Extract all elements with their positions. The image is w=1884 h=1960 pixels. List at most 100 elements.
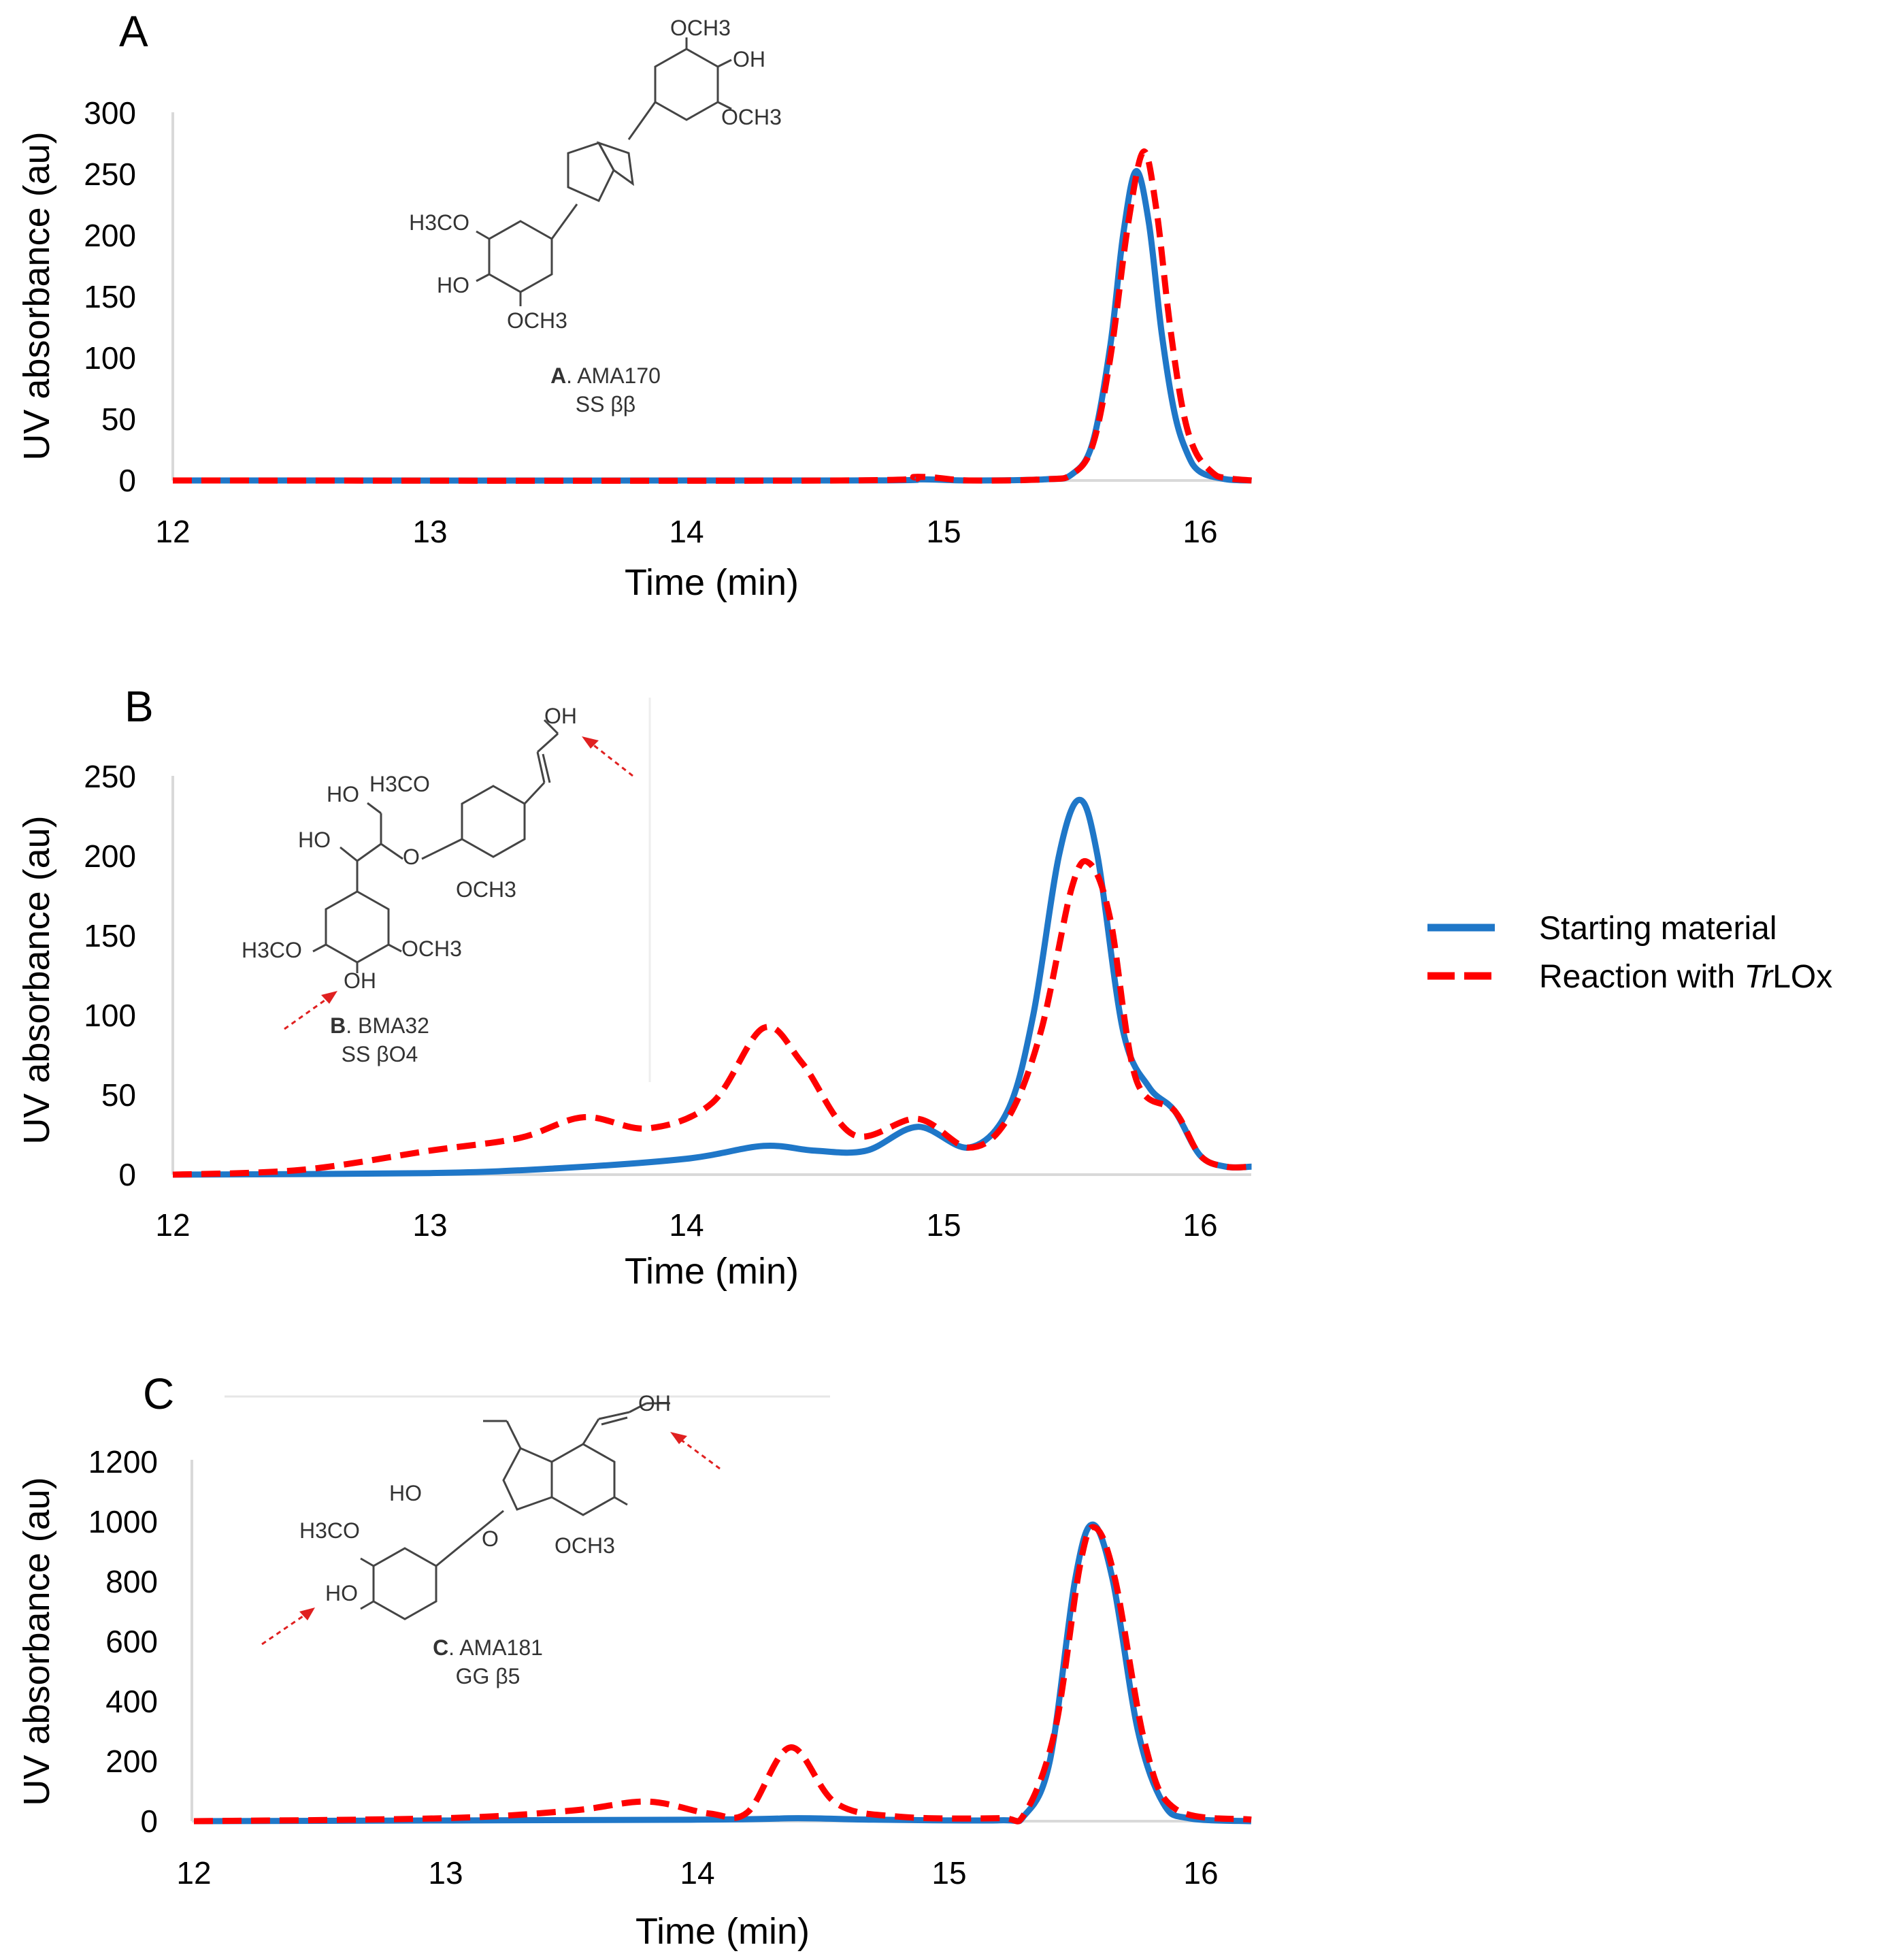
- arrowhead: [582, 736, 599, 749]
- molecule-caption-name: . AMA181: [448, 1635, 543, 1660]
- molecule-label: OCH3: [456, 877, 516, 902]
- chart-a-axes: [171, 112, 1251, 482]
- legend-label-reaction-prefix: Reaction with: [1539, 959, 1744, 995]
- y-tick-label: 100: [84, 998, 136, 1033]
- molecule-c: OH HO H3CO O OCH3 HO C. AMA181 GG β5: [261, 1391, 721, 1688]
- molecule-label: OH: [733, 47, 765, 71]
- y-tick-label: 400: [105, 1684, 158, 1719]
- series-line-reaction-a: [172, 148, 1252, 484]
- series-line-starting-material-b: [172, 796, 1252, 1178]
- y-tick-label: 150: [84, 279, 136, 314]
- arrow: [680, 1438, 721, 1470]
- x-tick-label: 16: [1183, 514, 1217, 549]
- y-tick-label: 800: [105, 1564, 158, 1599]
- y-axis-title-c: UV absorbance (au): [16, 1477, 57, 1806]
- arrow: [284, 998, 327, 1030]
- molecule-label: HO: [437, 273, 469, 297]
- x-tick-label: 13: [412, 514, 447, 549]
- y-tick-label: 600: [105, 1624, 158, 1659]
- molecule-label: OCH3: [555, 1533, 615, 1558]
- x-tick-label: 12: [155, 514, 190, 549]
- x-axis-title-a: Time (min): [625, 562, 799, 603]
- x-ticks-a: 12 13 14 15 16: [155, 514, 1217, 549]
- molecule-label: OH: [544, 704, 577, 728]
- molecule-label: H3CO: [242, 938, 302, 962]
- x-ticks-c: 12 13 14 15 16: [176, 1855, 1218, 1891]
- x-tick-label: 14: [669, 514, 704, 549]
- arrow: [591, 742, 633, 777]
- y-tick-label: 0: [118, 463, 136, 498]
- panel-letter-b: B: [125, 682, 154, 731]
- y-tick-label: 250: [84, 157, 136, 192]
- legend: Starting material Reaction with TrLOx: [1427, 911, 1832, 995]
- y-tick-label: 200: [84, 838, 136, 874]
- arrowhead: [670, 1432, 687, 1444]
- x-tick-label: 15: [931, 1855, 966, 1891]
- y-tick-label: 100: [84, 340, 136, 376]
- molecule-label: O: [482, 1526, 499, 1551]
- legend-label-starting-material: Starting material: [1539, 911, 1776, 947]
- y-tick-label: 150: [84, 918, 136, 953]
- molecule-caption-bold: C: [433, 1635, 448, 1660]
- y-tick-label: 1200: [88, 1444, 158, 1480]
- molecule-caption-b: B. BMA32: [330, 1013, 429, 1038]
- molecule-type-a: SS ββ: [576, 392, 635, 416]
- y-axis-title-b: UV absorbance (au): [16, 815, 57, 1144]
- molecule-label: H3CO: [299, 1518, 360, 1543]
- y-ticks-b: 0 50 100 150 200 250: [84, 759, 136, 1192]
- panel-a: A 0 50 100 150 200 250 300 12 13 14 15 1…: [16, 7, 1252, 603]
- x-tick-label: 14: [680, 1855, 714, 1891]
- panel-letter-c: C: [143, 1369, 174, 1418]
- molecule-caption-name: . AMA170: [566, 363, 661, 388]
- molecule-label: HO: [389, 1481, 422, 1505]
- molecule-b: OH HO H3CO HO O OCH3 H3CO OCH3 OH B. BMA…: [242, 704, 633, 1066]
- y-tick-label: 0: [118, 1157, 136, 1192]
- series-a: [172, 148, 1252, 484]
- molecule-label: H3CO: [369, 772, 430, 796]
- molecule-label: OCH3: [670, 16, 731, 40]
- y-tick-label: 300: [84, 95, 136, 131]
- series-line-reaction-b: [172, 858, 1252, 1178]
- molecule-label: O: [403, 845, 420, 869]
- x-tick-label: 14: [669, 1207, 704, 1243]
- x-tick-label: 15: [926, 1207, 961, 1243]
- y-ticks-a: 0 50 100 150 200 250 300: [84, 95, 136, 498]
- series-line-starting-material-c: [193, 1521, 1252, 1825]
- legend-label-reaction-suffix: LOx: [1772, 959, 1832, 995]
- y-tick-label: 200: [84, 218, 136, 253]
- panel-letter-a: A: [119, 7, 148, 56]
- chart-c-axes: [191, 1460, 1251, 1823]
- x-tick-label: 15: [926, 514, 961, 549]
- x-tick-label: 16: [1183, 1855, 1218, 1891]
- x-tick-label: 16: [1183, 1207, 1217, 1243]
- molecule-type-b: SS βO4: [342, 1042, 418, 1066]
- arrowhead: [321, 991, 337, 1004]
- molecule-label: HO: [327, 782, 359, 806]
- molecule-label: OCH3: [721, 105, 782, 129]
- y-tick-label: 0: [140, 1803, 158, 1839]
- x-ticks-b: 12 13 14 15 16: [155, 1207, 1217, 1243]
- x-axis-title-b: Time (min): [625, 1251, 799, 1292]
- molecule-label: OCH3: [507, 308, 567, 333]
- x-tick-label: 12: [155, 1207, 190, 1243]
- y-tick-label: 250: [84, 759, 136, 794]
- arrow: [261, 1614, 305, 1646]
- panel-c: C 0 200 400 600 800 1000 1200 12 13 14 1…: [16, 1369, 1252, 1952]
- molecule-caption-bold: B: [330, 1013, 346, 1038]
- y-tick-label: 200: [105, 1744, 158, 1779]
- y-tick-label: 50: [101, 402, 136, 437]
- y-ticks-c: 0 200 400 600 800 1000 1200: [88, 1444, 158, 1839]
- x-tick-label: 12: [176, 1855, 211, 1891]
- molecule-caption-bold: A: [550, 363, 566, 388]
- x-axis-title-c: Time (min): [635, 1911, 810, 1952]
- y-tick-label: 1000: [88, 1504, 158, 1539]
- molecule-label: H3CO: [409, 210, 469, 235]
- molecule-label: OH: [344, 968, 376, 993]
- molecule-label: HO: [325, 1581, 358, 1605]
- y-tick-label: 50: [101, 1077, 136, 1113]
- legend-label-reaction: Reaction with TrLOx: [1539, 959, 1832, 995]
- x-tick-label: 13: [412, 1207, 447, 1243]
- molecule-label: OH: [638, 1391, 671, 1416]
- series-line-starting-material-a: [172, 168, 1252, 484]
